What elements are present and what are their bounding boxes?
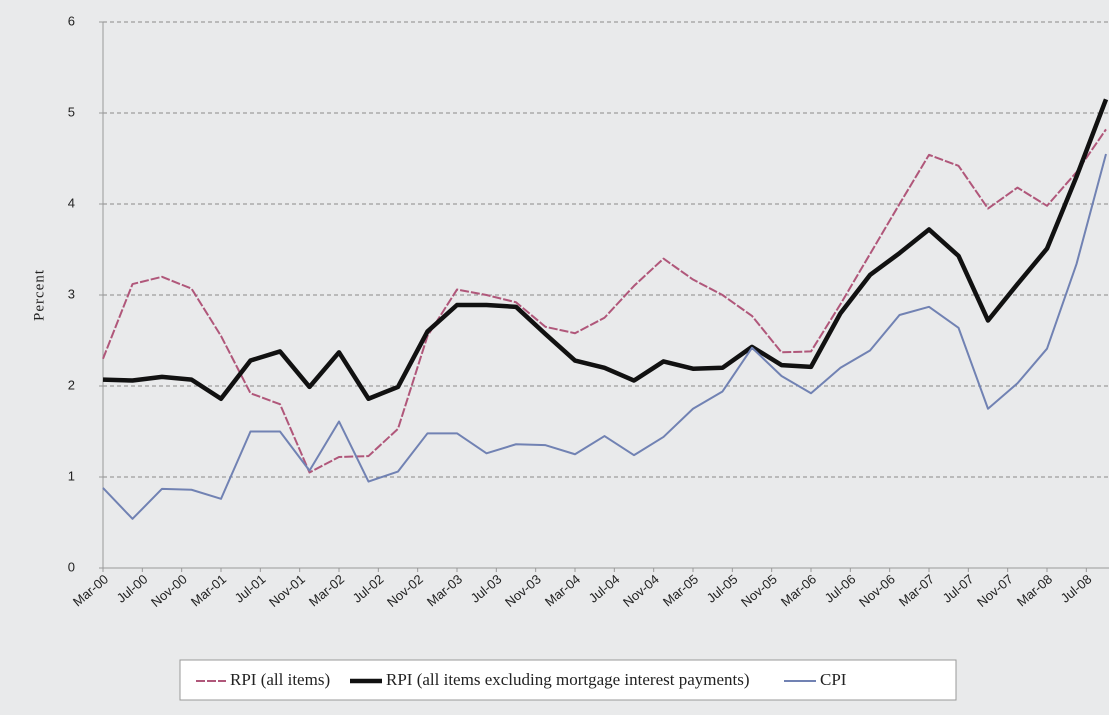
legend-box [179, 659, 957, 701]
x-tick-label: Mar-05 [660, 571, 701, 609]
y-tick-label: 5 [68, 104, 75, 119]
y-tick-label: 3 [68, 286, 75, 301]
x-tick-label: Nov-04 [620, 571, 662, 609]
x-tick-label: Mar-00 [70, 571, 111, 609]
y-tick-label: 4 [68, 195, 75, 210]
x-tick-label: Jul-06 [822, 571, 859, 605]
x-tick-label: Nov-00 [148, 571, 190, 609]
legend-label: CPI [820, 670, 847, 689]
x-tick-label: Nov-06 [856, 571, 898, 609]
series-line [102, 128, 1107, 474]
x-tick-label: Jul-08 [1058, 571, 1095, 605]
x-tick-label: Nov-05 [738, 571, 780, 609]
y-tick-label: 6 [68, 13, 75, 28]
x-tick-label: Mar-06 [778, 571, 819, 609]
series-line [102, 153, 1107, 520]
x-tick-label: Jul-02 [350, 571, 387, 605]
y-tick-label: 2 [68, 377, 75, 392]
x-tick-label: Jul-01 [232, 571, 269, 605]
series-line [102, 98, 1109, 401]
x-tick-label: Mar-04 [542, 571, 583, 609]
x-tick-label: Jul-07 [940, 571, 977, 605]
y-tick-label: 1 [68, 468, 75, 483]
x-tick-label: Jul-00 [114, 571, 151, 605]
x-tick-label: Nov-01 [266, 571, 308, 609]
legend-label: RPI (all items excluding mortgage intere… [386, 670, 750, 689]
x-tick-label: Nov-07 [974, 571, 1016, 609]
x-tick-label: Mar-08 [1014, 571, 1055, 609]
x-tick-label: Mar-07 [896, 571, 937, 609]
x-tick-label: Jul-05 [704, 571, 741, 605]
x-tick-label: Mar-03 [424, 571, 465, 609]
x-tick-label: Jul-03 [468, 571, 505, 605]
x-tick-label: Nov-03 [502, 571, 544, 609]
x-tick-label: Jul-04 [586, 571, 623, 605]
legend-label: RPI (all items) [230, 670, 330, 689]
x-tick-label: Mar-01 [188, 571, 229, 609]
x-tick-label: Mar-02 [306, 571, 347, 609]
x-tick-label: Nov-02 [384, 571, 426, 609]
y-axis-label: Percent [31, 269, 47, 321]
y-tick-label: 0 [68, 559, 75, 574]
